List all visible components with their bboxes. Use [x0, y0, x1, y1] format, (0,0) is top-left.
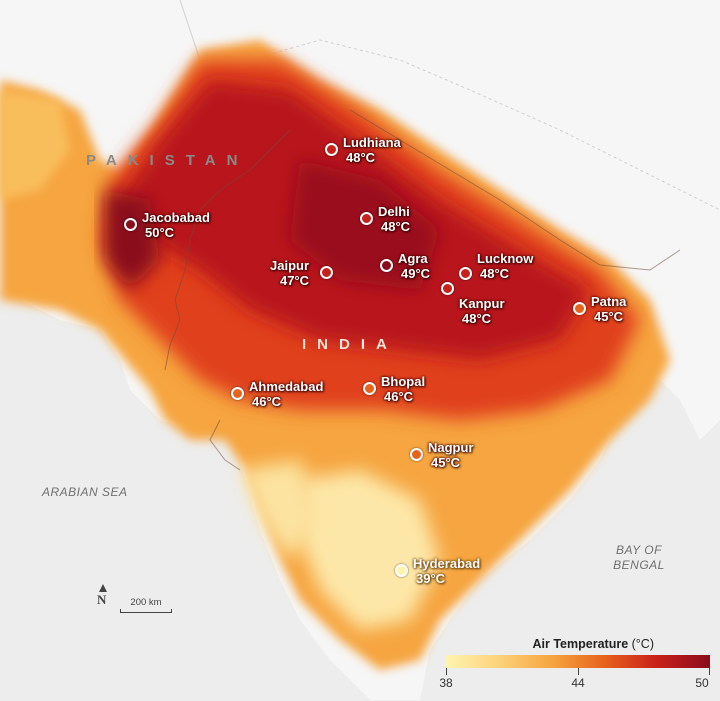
legend-color-ramp [446, 655, 710, 668]
city-temp: 39°C [416, 571, 446, 586]
city-name: Jacobabad [142, 210, 210, 225]
city-marker-icon [320, 266, 333, 279]
legend-unit: (°C) [631, 637, 654, 651]
city-temp: 45°C [431, 455, 461, 470]
legend-tick-label: 50 [695, 676, 709, 690]
legend-title-text: Air Temperature [532, 637, 629, 651]
city-label: Hyderabad 39°C [413, 556, 480, 586]
sea-label-bay-of-bengal: BAY OF BENGAL [606, 543, 672, 573]
legend-tick-label: 44 [571, 676, 585, 690]
city-label: Ahmedabad 46°C [249, 379, 323, 409]
city-temp: 49°C [401, 266, 431, 281]
borders [164, 109, 681, 471]
heat-field [0, 40, 670, 670]
scale-label: 200 km [130, 597, 162, 608]
city-label: Bhopal 46°C [381, 374, 425, 404]
city-marker-icon [231, 387, 244, 400]
city-marker-icon [410, 448, 423, 461]
city-label: Nagpur 45°C [428, 440, 474, 470]
legend-tick-mark [709, 668, 710, 675]
country-label-pakistan: PAKISTAN [86, 152, 249, 169]
city-label: Jaipur 47°C [270, 258, 309, 288]
city-marker-icon [363, 382, 376, 395]
city-name: Hyderabad [413, 556, 481, 571]
city-name: Delhi [378, 204, 410, 219]
city-label: Patna 45°C [591, 294, 626, 324]
city-marker-icon [395, 564, 408, 577]
city-temp: 48°C [381, 219, 411, 234]
city-temp: 48°C [480, 266, 510, 281]
city-marker-icon [441, 282, 454, 295]
city-marker-icon [124, 218, 137, 231]
city-name: Nagpur [428, 440, 474, 455]
north-symbol: N [97, 592, 107, 607]
legend-ticks: 38 44 50 [439, 668, 710, 690]
city-name: Ahmedabad [249, 379, 324, 394]
city-label: Kanpur 48°C [459, 296, 505, 326]
city-name: Jaipur [270, 258, 310, 273]
sea-label-bengal-line2: BENGAL [613, 558, 665, 572]
legend-tick-mark [578, 668, 579, 675]
city-temp: 48°C [346, 150, 376, 165]
legend-tick-label: 38 [439, 676, 453, 690]
city-label: Delhi 48°C [378, 204, 410, 234]
city-label: Agra 49°C [398, 251, 430, 281]
scale-bar: 200 km [120, 597, 172, 613]
city-marker-icon [380, 259, 393, 272]
city-label: Lucknow 48°C [477, 251, 533, 281]
city-marker-icon [459, 267, 472, 280]
sea-label-bengal-line1: BAY OF [616, 543, 662, 557]
city-label: Jacobabad 50°C [142, 210, 210, 240]
city-temp: 46°C [252, 394, 282, 409]
country-label-india: INDIA [302, 336, 398, 353]
city-temp: 50°C [145, 225, 175, 240]
north-arrow-icon: N [96, 584, 110, 610]
city-name: Bhopal [381, 374, 426, 389]
sea-label-arabian-sea: ARABIAN SEA [42, 485, 128, 499]
city-name: Ludhiana [343, 135, 401, 150]
city-marker-icon [573, 302, 586, 315]
city-marker-icon [360, 212, 373, 225]
city-name: Kanpur [459, 296, 505, 311]
city-temp: 47°C [279, 273, 310, 288]
city-temp: 45°C [594, 309, 624, 324]
temperature-legend: Air Temperature (°C) 38 44 50 [439, 637, 710, 690]
city-marker-icon [325, 143, 338, 156]
city-label: Ludhiana 48°C [343, 135, 401, 165]
city-temp: 48°C [462, 311, 492, 326]
city-name: Patna [591, 294, 627, 309]
legend-tick-mark [446, 668, 447, 675]
city-temp: 46°C [384, 389, 414, 404]
city-name: Agra [398, 251, 428, 266]
legend-title: Air Temperature (°C) [446, 637, 654, 651]
city-name: Lucknow [477, 251, 534, 266]
